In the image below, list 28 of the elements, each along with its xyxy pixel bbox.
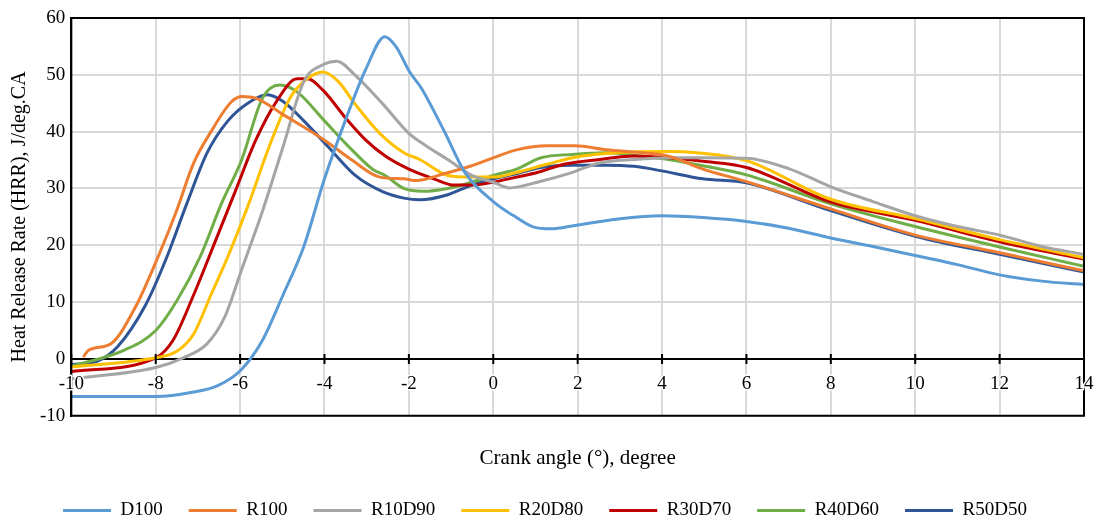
legend-label: R50D50 <box>962 498 1027 520</box>
legend-label: R100 <box>246 498 288 520</box>
x-tick-label: 10 <box>905 371 925 393</box>
x-tick-label: 12 <box>990 371 1010 393</box>
y-tick-label: 30 <box>46 176 66 198</box>
y-tick-label: 40 <box>46 119 66 141</box>
legend-label: R40D60 <box>814 498 880 520</box>
y-tick-label: 60 <box>46 5 66 27</box>
x-tick-label: -2 <box>400 371 417 393</box>
y-tick-label: 10 <box>46 290 66 312</box>
x-tick-label: 8 <box>826 371 836 393</box>
y-tick-label: 20 <box>46 233 66 255</box>
x-tick-label: -4 <box>316 371 333 393</box>
x-tick-label: -6 <box>232 371 249 393</box>
legend-label: R30D70 <box>666 498 732 520</box>
y-tick-label: 50 <box>46 62 66 84</box>
x-tick-label: 4 <box>657 371 668 393</box>
legend-label: R20D80 <box>518 498 584 520</box>
x-tick-label: 2 <box>572 371 583 393</box>
y-tick-label: -10 <box>40 403 66 425</box>
y-axis-title: Heat Release Rate (HRR), J/deg.CA <box>7 70 31 363</box>
legend-label: R10D90 <box>370 498 436 520</box>
x-tick-label: -8 <box>147 371 164 393</box>
x-axis-title: Crank angle (°), degree <box>479 444 676 469</box>
x-tick-label: 0 <box>488 371 499 393</box>
legend-label: D100 <box>120 498 163 520</box>
y-tick-label: 0 <box>55 346 66 368</box>
x-tick-label: 6 <box>741 371 752 393</box>
